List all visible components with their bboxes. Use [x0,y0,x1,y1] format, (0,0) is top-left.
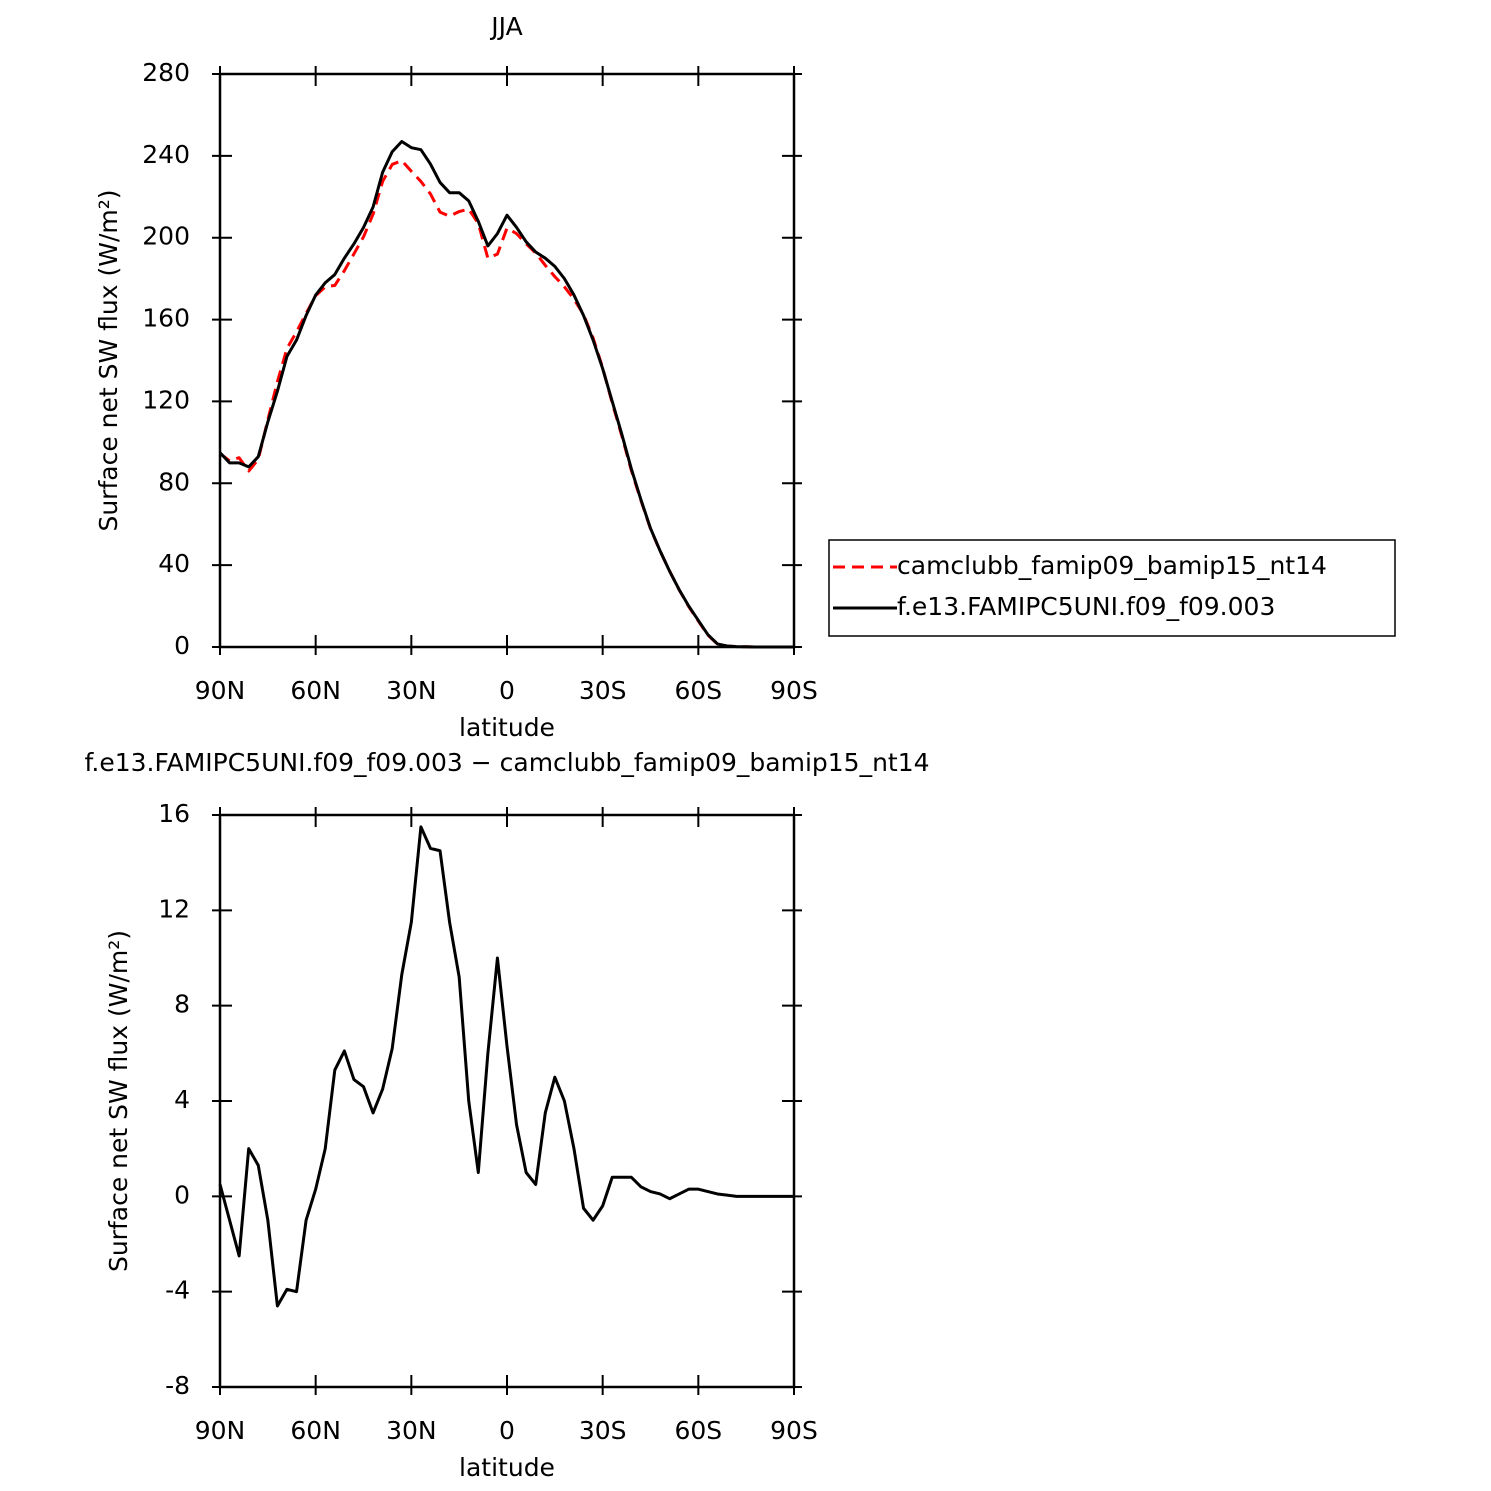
y-tick-label: 80 [158,467,190,496]
y-axis-label: Surface net SW flux (W/m²) [104,930,133,1272]
x-tick-label: 90N [195,1416,246,1445]
x-tick-label: 30S [579,1416,627,1445]
y-axis-label: Surface net SW flux (W/m²) [94,189,123,531]
x-axis-label: latitude [459,1453,555,1482]
plot-frame [218,72,796,649]
legend-box [828,539,1396,637]
legend-label: f.e13.FAMIPC5UNI.f09_f09.003 [897,592,1275,621]
x-tick-label: 60N [290,1416,341,1445]
y-tick-label: 4 [174,1085,190,1114]
y-tick-label: 240 [142,140,190,169]
x-tick-label: 0 [499,1416,515,1445]
plot-frame [218,813,796,1389]
y-tick-label: -4 [165,1276,190,1305]
y-tick-label: 40 [158,549,190,578]
legend-label: camclubb_famip09_bamip15_nt14 [897,551,1327,580]
x-tick-label: 30N [386,1416,437,1445]
x-tick-label: 60S [674,1416,722,1445]
data-line [218,825,794,1308]
x-axis-label: latitude [459,713,555,742]
x-tick-label: 60N [290,676,341,705]
x-tick-label: 90S [770,676,818,705]
y-tick-label: 0 [174,1180,190,1209]
chart-title: JJA [489,12,522,41]
y-tick-label: 280 [142,58,190,87]
x-tick-label: 90N [195,676,246,705]
x-tick-label: 30N [386,676,437,705]
x-tick-label: 30S [579,676,627,705]
y-tick-label: 16 [158,799,190,828]
x-tick-label: 0 [499,676,515,705]
chart-title: f.e13.FAMIPC5UNI.f09_f09.003 − camclubb_… [84,748,929,777]
y-tick-label: -8 [165,1371,190,1400]
data-line [219,159,794,649]
x-tick-label: 60S [674,676,722,705]
y-tick-label: 120 [142,385,190,414]
data-line [218,140,794,649]
x-tick-label: 90S [770,1416,818,1445]
y-tick-label: 0 [174,631,190,660]
y-tick-label: 12 [158,894,190,923]
y-tick-label: 160 [142,304,190,333]
y-tick-label: 200 [142,222,190,251]
y-tick-label: 8 [174,990,190,1019]
